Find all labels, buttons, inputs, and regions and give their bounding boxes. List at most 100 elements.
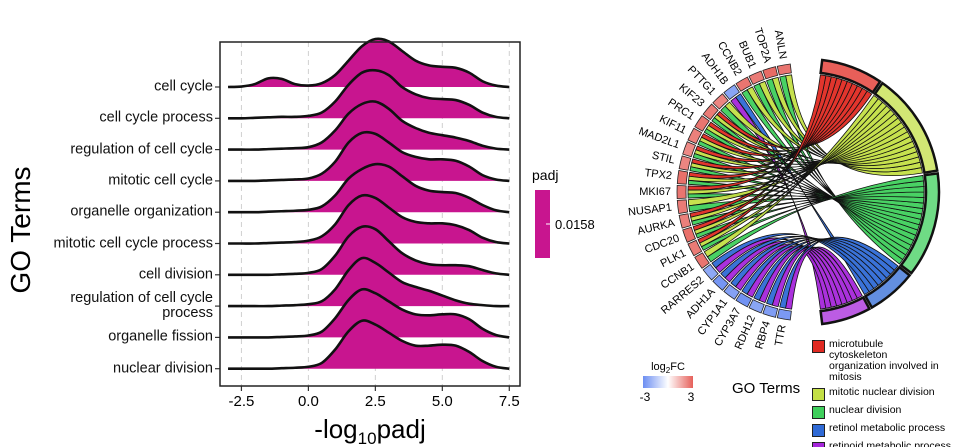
ridge-area bbox=[228, 226, 510, 275]
gene-label: MKI67 bbox=[639, 186, 671, 198]
gene-segment bbox=[712, 274, 729, 291]
gene-label: ANLN bbox=[772, 29, 789, 60]
x-tick-label: -2.5 bbox=[228, 393, 254, 410]
ridge-area bbox=[228, 70, 510, 119]
x-tick-label: 5.0 bbox=[432, 393, 453, 410]
gene-segment bbox=[678, 213, 692, 229]
ridge-line bbox=[228, 130, 510, 183]
ridge-area bbox=[228, 195, 510, 244]
term-segment bbox=[863, 265, 912, 310]
legend-label: retinoid metabolic process bbox=[829, 440, 951, 447]
ridge-area bbox=[228, 164, 510, 213]
logfc-tick-label: 3 bbox=[688, 390, 695, 404]
x-tick-label: 7.5 bbox=[499, 393, 520, 410]
colorbar-title: padj bbox=[532, 167, 558, 183]
x-tick-label: 2.5 bbox=[365, 393, 386, 410]
y-axis-title: GO Terms bbox=[5, 166, 36, 293]
gene-segment bbox=[702, 103, 719, 121]
logfc-title-part: log bbox=[651, 361, 666, 373]
legend-swatch bbox=[812, 406, 825, 419]
legend-item: retinol metabolic process bbox=[812, 423, 967, 437]
logfc-title-part: FC bbox=[670, 361, 685, 373]
legend-item: microtubule cytoskeleton organization in… bbox=[812, 339, 967, 383]
gene-segment bbox=[776, 63, 792, 76]
x-axis-title: -log10padj bbox=[314, 414, 425, 447]
term-segment bbox=[819, 295, 872, 326]
ridge-area bbox=[228, 101, 510, 150]
ridge-area bbox=[228, 132, 510, 181]
colorbar bbox=[535, 190, 550, 258]
legend-item: nuclear division bbox=[812, 405, 967, 419]
gene-segment bbox=[676, 184, 687, 200]
gene-segment bbox=[682, 141, 697, 158]
legend-swatch bbox=[812, 424, 825, 437]
gene-segment bbox=[694, 252, 710, 269]
legend-title: GO Terms bbox=[732, 380, 800, 397]
gene-segment bbox=[723, 84, 740, 101]
ridge-line bbox=[228, 100, 510, 151]
y-tick-label: organelle fission bbox=[108, 328, 213, 345]
chord bbox=[785, 246, 863, 310]
y-tick-label: mitotic cell cycle process bbox=[53, 235, 213, 251]
ridge-line bbox=[228, 319, 510, 371]
colorbar-tick-label: 0.0158 bbox=[555, 217, 595, 232]
gene-segment bbox=[748, 70, 765, 85]
ridge-line bbox=[228, 287, 510, 339]
gene-label: TPX2 bbox=[644, 167, 673, 182]
ridge-line bbox=[228, 193, 510, 245]
legend-label: retinol metabolic process bbox=[829, 422, 946, 434]
gene-label: STIL bbox=[651, 150, 676, 167]
ridge-area bbox=[228, 38, 510, 87]
term-segment bbox=[819, 58, 882, 95]
logfc-title: log2FC bbox=[651, 361, 685, 375]
logfc-tick-label: -3 bbox=[640, 390, 651, 404]
ridge-line bbox=[228, 256, 510, 308]
gene-segment bbox=[776, 308, 792, 321]
legend-item: mitotic nuclear division bbox=[812, 387, 967, 401]
ridge-line bbox=[228, 68, 510, 120]
y-tick-label: regulation of cell cycle bbox=[70, 141, 213, 158]
legend-swatch bbox=[812, 442, 825, 447]
gene-label: RBP4 bbox=[753, 320, 773, 351]
gene-segment bbox=[678, 155, 692, 171]
y-tick-label: cell cycle bbox=[154, 78, 213, 95]
ridge-line bbox=[228, 162, 510, 214]
legend-label: nuclear division bbox=[829, 404, 902, 416]
gene-segment bbox=[723, 283, 740, 300]
y-tick-label: cell division bbox=[138, 266, 213, 283]
chord bbox=[706, 175, 924, 263]
logfc-colorbar bbox=[643, 376, 693, 388]
ridge-area bbox=[228, 257, 510, 307]
gene-segment bbox=[748, 299, 765, 314]
gene-segment bbox=[702, 263, 719, 281]
gene-segment bbox=[687, 127, 703, 145]
legend-label: mitotic nuclear division bbox=[829, 386, 935, 398]
gene-label: TTR bbox=[773, 324, 789, 347]
y-tick-label: regulation of cell cycle process bbox=[70, 290, 213, 322]
gene-segment bbox=[687, 239, 703, 257]
gene-segment bbox=[676, 170, 689, 185]
y-tick-label: organelle organization bbox=[70, 203, 213, 220]
gene-label: NUSAP1 bbox=[627, 202, 672, 219]
legend-item: retinoid metabolic process bbox=[812, 441, 967, 447]
ridge-area bbox=[228, 289, 510, 338]
gene-segment bbox=[694, 115, 710, 132]
term-segment bbox=[873, 81, 939, 175]
chords bbox=[687, 74, 925, 310]
x-axis-title-part: -log bbox=[314, 414, 357, 444]
logfc-title-sub: 2 bbox=[666, 366, 671, 375]
ridge-line bbox=[228, 225, 510, 277]
y-tick-label: cell cycle process bbox=[99, 109, 213, 126]
x-tick-label: 0.0 bbox=[298, 393, 319, 410]
gene-segment bbox=[712, 93, 729, 110]
legend-swatch bbox=[812, 340, 825, 353]
legend-swatch bbox=[812, 388, 825, 401]
gene-segment bbox=[762, 66, 779, 80]
x-axis-title-part: padj bbox=[377, 414, 426, 444]
y-tick-label: mitotic cell cycle bbox=[108, 172, 213, 189]
y-tick-label: nuclear division bbox=[113, 360, 213, 377]
gene-segment bbox=[735, 292, 753, 308]
ridge-area bbox=[228, 320, 510, 369]
